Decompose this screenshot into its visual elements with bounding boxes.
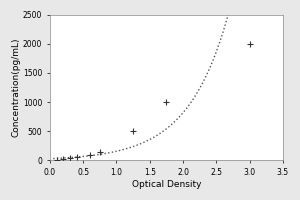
Y-axis label: Concentration(pg/mL): Concentration(pg/mL) (11, 38, 20, 137)
X-axis label: Optical Density: Optical Density (132, 180, 201, 189)
